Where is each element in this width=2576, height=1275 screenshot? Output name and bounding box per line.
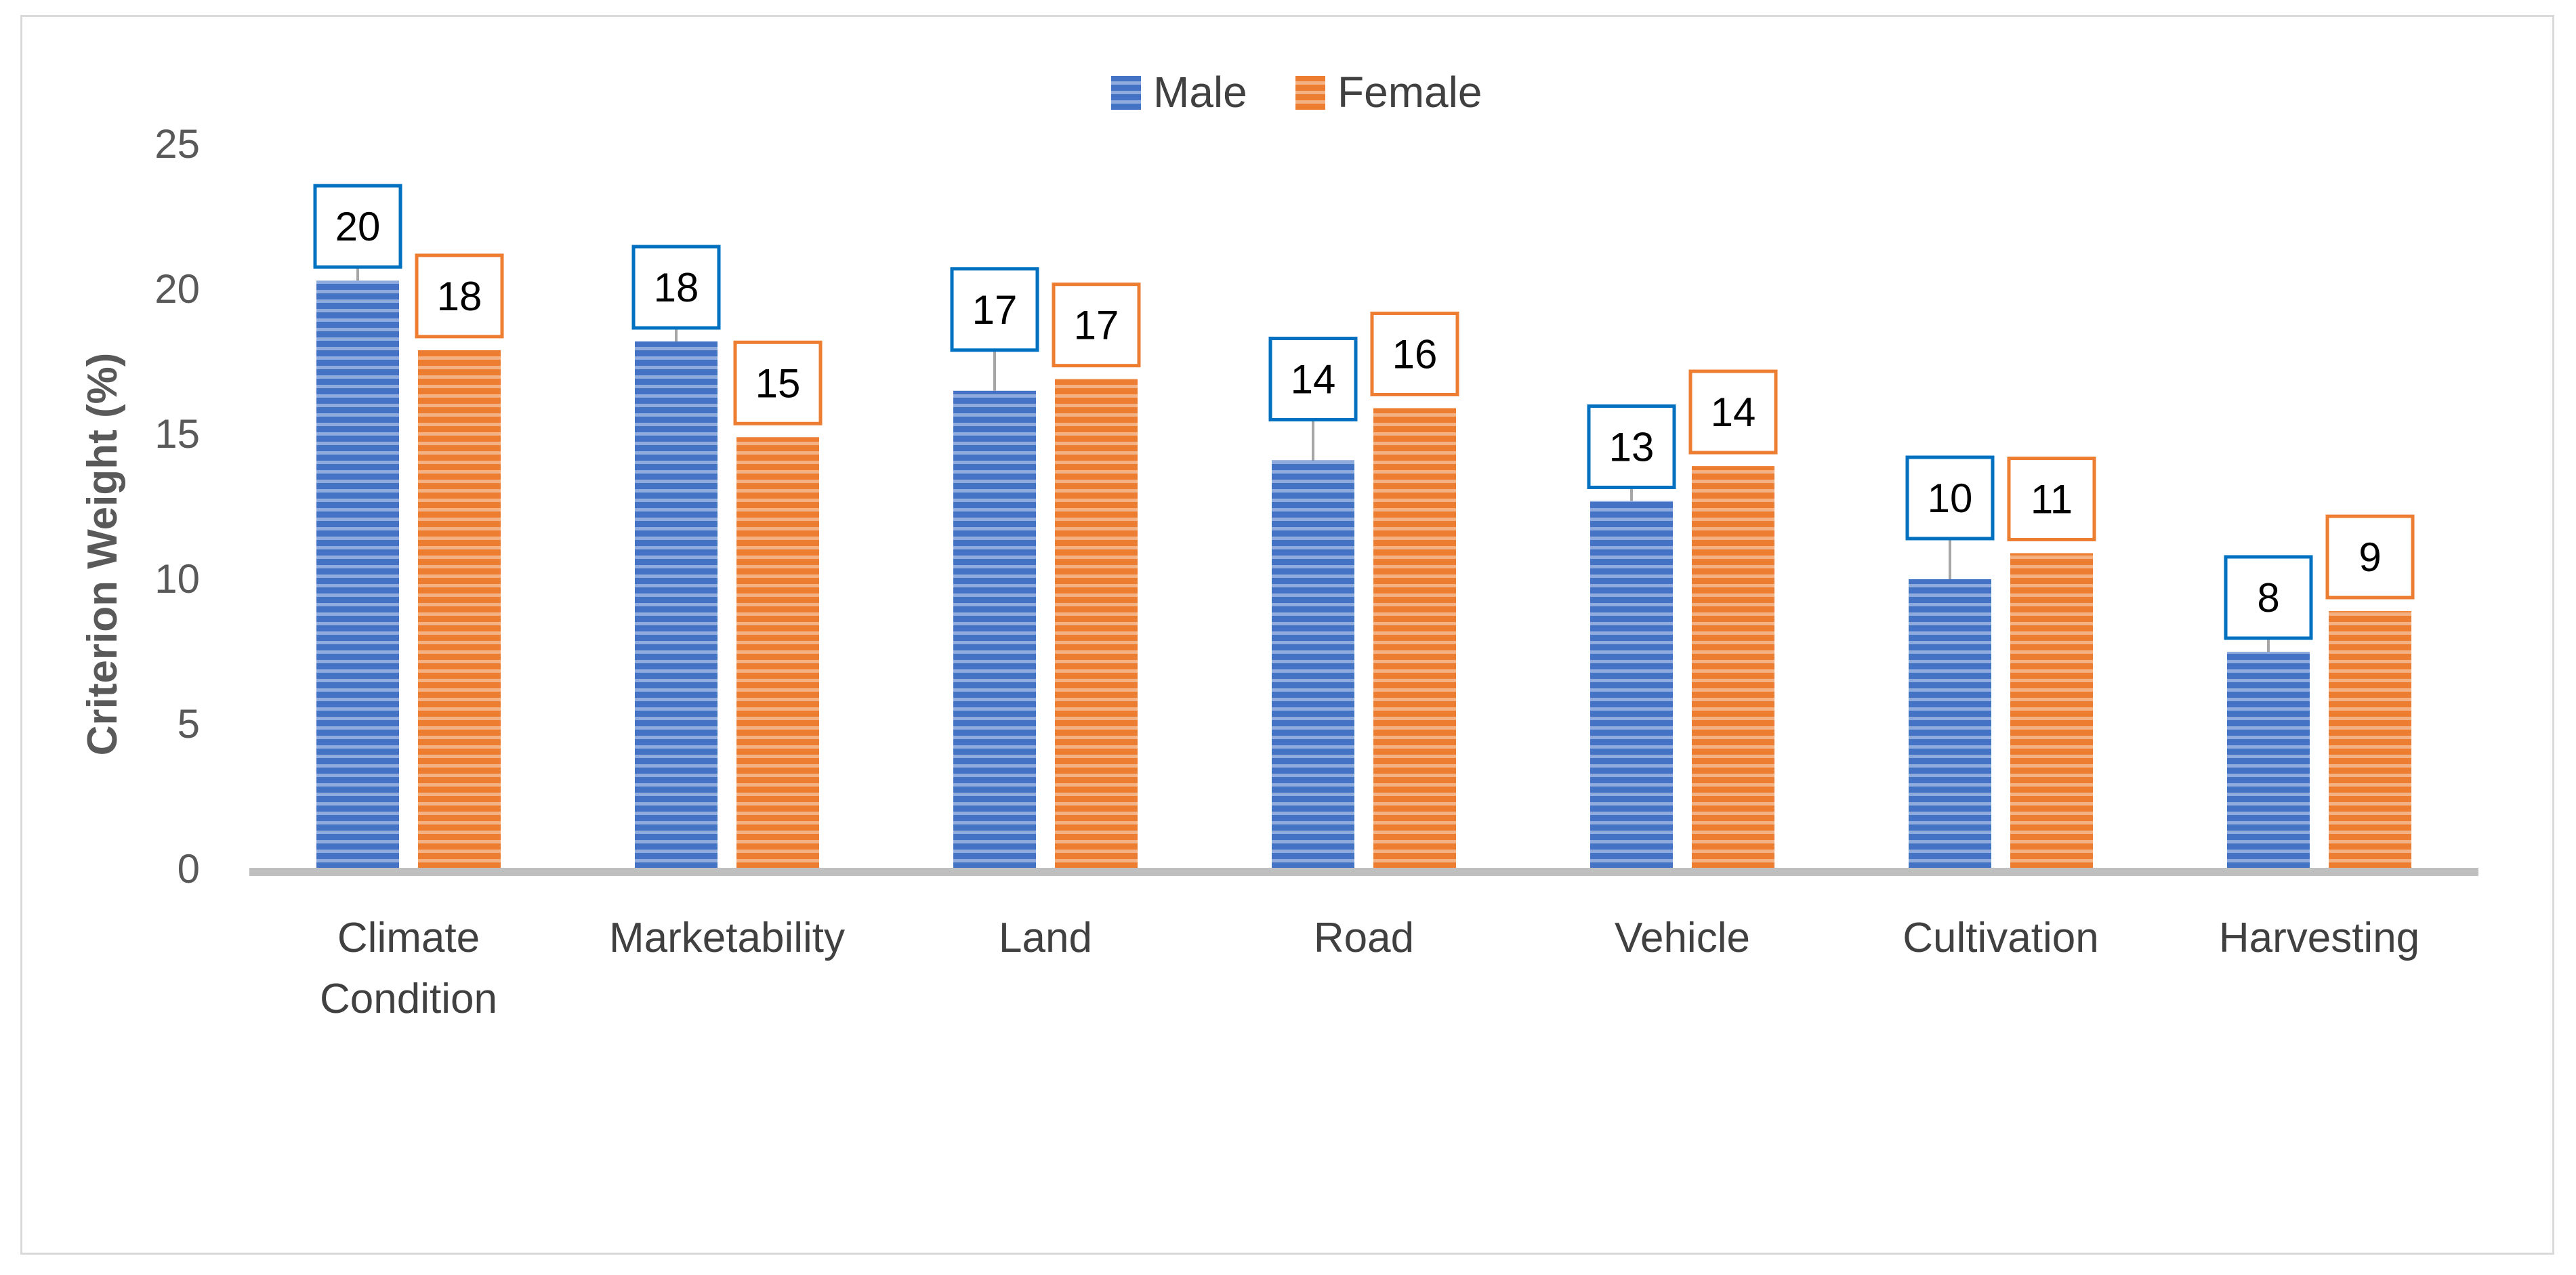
data-label: 14	[1711, 390, 1756, 435]
x-category-label: Condition	[320, 976, 497, 1022]
bar-male	[316, 280, 399, 869]
x-category-label: Cultivation	[1903, 915, 2098, 961]
bars	[316, 280, 2411, 869]
data-label: 15	[755, 360, 801, 406]
data-label-box	[415, 253, 504, 339]
bar-female	[2010, 553, 2093, 869]
data-label-box	[950, 267, 1039, 352]
legend-swatch-male	[1111, 76, 1141, 110]
data-label: 16	[1392, 331, 1438, 377]
y-axis: 0 5 10 15 20 25	[154, 121, 200, 892]
legend-label-male: Male	[1153, 68, 1247, 117]
legend-swatch-female	[1295, 76, 1325, 110]
y-tick-label: 0	[178, 846, 200, 892]
data-label-box	[1268, 337, 1358, 422]
data-label-box	[1370, 311, 1459, 396]
bar-female	[2329, 611, 2411, 869]
x-category-label: Climate	[337, 915, 480, 961]
data-label: 20	[335, 204, 381, 249]
y-tick-label: 20	[154, 266, 200, 312]
bar-female	[1055, 379, 1138, 869]
x-category-label: Harvesting	[2219, 915, 2419, 961]
legend-label-female: Female	[1337, 68, 1482, 117]
y-tick-label: 25	[154, 121, 200, 167]
y-tick-label: 10	[154, 556, 200, 602]
data-label: 14	[1291, 357, 1336, 402]
data-label: 9	[2359, 535, 2381, 580]
data-label: 10	[1928, 476, 1973, 521]
data-label-box	[2224, 555, 2313, 640]
x-category-label: Vehicle	[1615, 915, 1750, 961]
data-label: 18	[437, 274, 482, 319]
data-label-box	[1905, 455, 1995, 541]
data-labels: 20 18 18 15 17 17 14 16 13 14 10 11 8 9	[313, 184, 2415, 652]
data-label-box	[313, 184, 402, 269]
bar-female	[736, 437, 819, 869]
data-label-box	[1587, 404, 1676, 489]
bar-female	[1692, 466, 1774, 869]
bar-male	[2227, 652, 2310, 869]
data-label-box	[2325, 514, 2415, 600]
legend: Male Female	[1111, 68, 1482, 117]
data-label: 8	[2257, 575, 2279, 621]
bar-female	[1373, 408, 1456, 869]
bar-male	[635, 341, 718, 869]
data-label: 13	[1609, 424, 1655, 469]
y-tick-label: 15	[154, 411, 200, 457]
bar-male	[1272, 460, 1354, 869]
x-category-label: Road	[1314, 915, 1414, 961]
bar-male	[1590, 501, 1673, 869]
data-label-box	[1688, 369, 1778, 455]
data-label: 18	[654, 265, 699, 310]
data-label: 17	[1074, 303, 1119, 348]
bar-male	[1909, 579, 1991, 869]
data-label-box	[2007, 456, 2096, 541]
data-label-box	[1052, 283, 1141, 368]
data-label-box	[631, 245, 721, 330]
data-label: 11	[2031, 476, 2073, 522]
data-label-box	[733, 340, 823, 425]
bar-male	[953, 390, 1036, 869]
bar-female	[418, 350, 501, 869]
x-category-label: Land	[999, 915, 1092, 961]
x-category-label: Marketability	[609, 915, 845, 961]
y-axis-title: Criterion Weight (%)	[79, 353, 126, 756]
x-axis: Climate Condition Marketability Land Road Veh…	[249, 868, 2478, 1022]
y-tick-label: 5	[178, 701, 200, 747]
data-label: 17	[972, 287, 1018, 333]
